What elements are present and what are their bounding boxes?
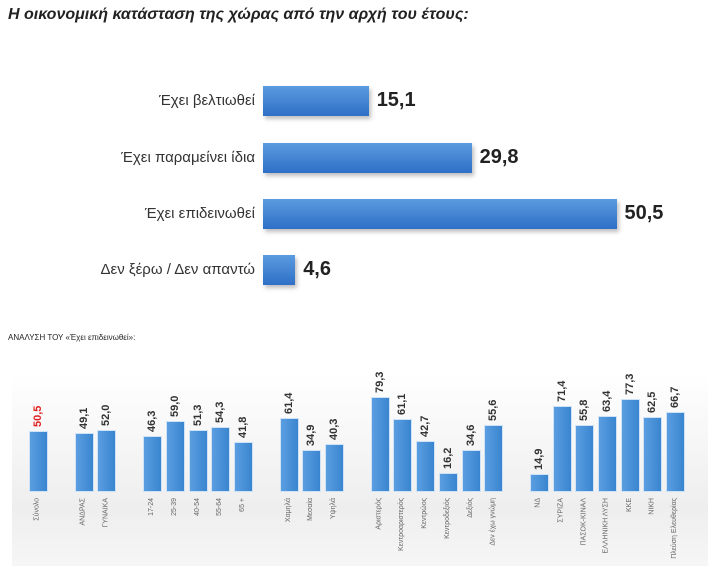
bar — [325, 443, 344, 492]
bar-value-label: 59,0 — [168, 395, 181, 418]
bar-category-label: Δεν έχω γνώμη — [489, 498, 497, 546]
bar-value-label: 14,9 — [532, 448, 545, 471]
bar — [643, 417, 663, 492]
bar-value-label: 40,3 — [328, 418, 340, 440]
bar — [263, 86, 369, 116]
bar-category-label: ΓΥΝΑΙΚΑ — [102, 498, 110, 528]
bar-value-label: 41,8 — [236, 416, 249, 438]
bar — [666, 411, 686, 492]
bar — [165, 421, 185, 492]
bar — [575, 425, 595, 492]
bar — [552, 406, 572, 492]
bar-category-label: Υψηλά — [330, 498, 337, 519]
bar-category-label: 17-24 — [148, 498, 156, 516]
bar-value-label: 15,1 — [376, 89, 416, 111]
bar-category-label: Κεντρώος — [421, 498, 429, 529]
bar-category-label: Χαμηλά — [284, 498, 292, 523]
bar-category-label: Μεσαία — [307, 498, 315, 521]
bar-value-label: 50,5 — [624, 202, 664, 224]
bar-value-label: 66,7 — [669, 386, 682, 408]
bar-value-label: 51,3 — [191, 405, 204, 427]
bar-value-label: 61,1 — [396, 393, 409, 415]
bar-category-label: Έχει παραμείνει ίδια — [121, 149, 255, 166]
bar-category-label: ΝΙΚΗ — [648, 498, 656, 515]
bar — [263, 255, 296, 285]
bar-value-label: 61,4 — [282, 392, 295, 415]
bar-category-label: Αριστερός — [375, 498, 383, 530]
bar — [74, 433, 94, 492]
bar-category-label: ΚΚΕ — [625, 498, 633, 513]
bar — [279, 418, 299, 492]
bar-category-label: Δεν ξέρω / Δεν απαντώ — [100, 261, 255, 278]
bar-value-label: 77,3 — [623, 373, 636, 396]
bar-category-label: ΕΛΛΗΝΙΚΗ ΛΥΣΗ — [603, 498, 610, 554]
bar — [233, 441, 253, 492]
bar-value-label: 55,8 — [578, 399, 591, 422]
bar-value-label: 63,4 — [601, 390, 613, 412]
bar-category-label: Σύνολο — [34, 498, 41, 521]
bar-value-label: 42,7 — [419, 415, 432, 437]
bar — [29, 431, 48, 492]
bar-category-label: 55-64 — [216, 498, 224, 516]
bar-category-label: Κεντροδεξιός — [443, 498, 451, 539]
breakdown-title: ΑΝΑΛΥΣΗ ΤΟΥ «Έχει επιδεινωθεί»: — [8, 333, 136, 342]
bar-value-label: 34,6 — [464, 425, 477, 447]
bar-category-label: ΣΥΡΙΖΑ — [557, 498, 565, 523]
bar — [188, 430, 208, 492]
bar-category-label: 40-54 — [193, 498, 201, 516]
bar — [416, 440, 436, 492]
bar — [620, 399, 640, 492]
bar-category-label: ΠΑΣΟΚ-ΚΙΝΑΛ — [580, 498, 588, 546]
bar-value-label: 46,3 — [146, 411, 159, 433]
bar-value-label: 16,2 — [441, 447, 454, 469]
bar-value-label: 79,3 — [373, 371, 386, 393]
bar — [393, 418, 413, 492]
bar-value-label: 34,9 — [305, 424, 318, 447]
bar-category-label: Έχει βελτιωθεί — [159, 92, 255, 109]
bar — [529, 474, 549, 492]
bar-value-label: 4,6 — [303, 258, 331, 280]
bar-value-label: 52,0 — [100, 404, 113, 426]
bar-category-label: ΝΔ — [534, 498, 542, 508]
bar-value-label: 54,3 — [214, 401, 227, 423]
bar-value-label: 49,1 — [77, 407, 90, 430]
bar-category-label: Πλεύση Ελευθερίας — [671, 498, 679, 559]
bar — [461, 450, 481, 492]
bar-category-label: 25-39 — [170, 498, 178, 516]
bar-category-label: ΑΝΔΡΑΣ — [79, 498, 87, 526]
bar-category-label: Δεξιός — [466, 498, 474, 518]
bar-value-label: 29,8 — [479, 146, 519, 168]
bar — [598, 415, 617, 492]
bar-category-label: 65 + — [238, 498, 246, 512]
bar-category-label: Έχει επιδεινωθεί — [144, 205, 255, 222]
bar-value-label: 71,4 — [555, 380, 568, 403]
bar — [484, 425, 504, 492]
bar — [263, 199, 617, 229]
chart-title: Η οικονομική κατάσταση της χώρας από την… — [8, 6, 469, 23]
bar — [302, 450, 322, 492]
bar — [263, 143, 472, 173]
bar — [97, 429, 117, 492]
bar-value-label: 62,5 — [646, 391, 659, 413]
bar — [370, 396, 390, 492]
bar — [438, 472, 458, 492]
bar — [143, 436, 163, 492]
bar-value-label: 50,5 — [32, 405, 44, 428]
bar-value-label: 55,6 — [487, 399, 500, 422]
bar — [211, 426, 231, 492]
bar-category-label: Κεντροαριστερός — [398, 498, 406, 551]
